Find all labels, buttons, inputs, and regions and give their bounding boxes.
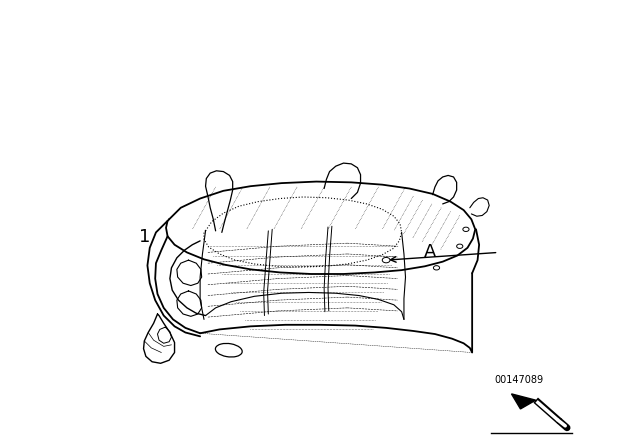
Text: 1: 1 [139,228,150,246]
Text: 00147089: 00147089 [494,375,543,385]
Text: A: A [424,243,436,261]
Polygon shape [511,394,536,409]
